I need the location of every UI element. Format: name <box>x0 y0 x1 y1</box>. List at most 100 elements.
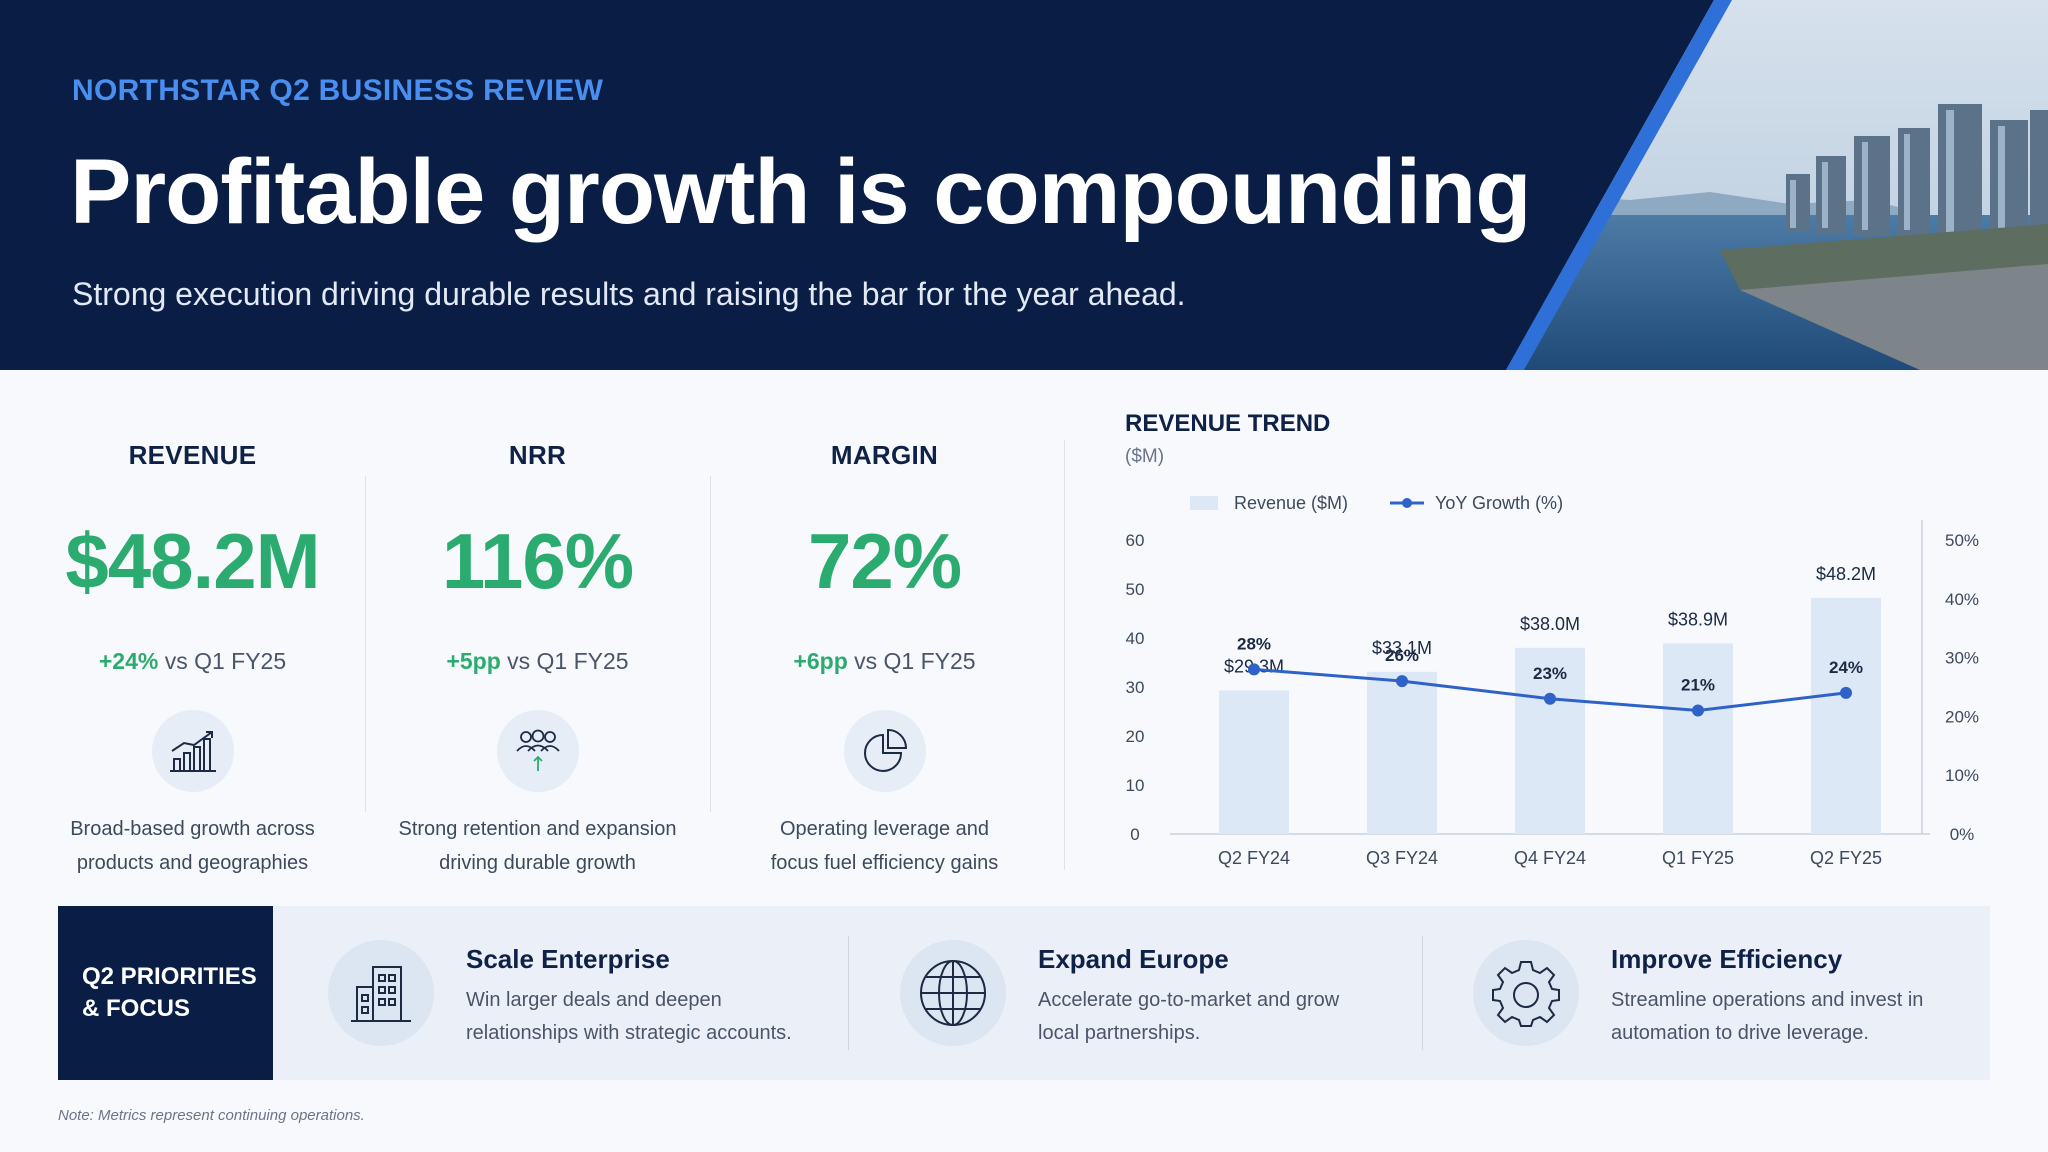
kpi-delta-suffix: vs Q1 FY25 <box>158 648 287 674</box>
x-tick-label: Q2 FY24 <box>1218 848 1290 868</box>
revenue-bar <box>1515 647 1585 834</box>
kpi-card-margin: MARGIN 72% +6pp vs Q1 FY25 Operating lev… <box>712 440 1057 880</box>
page-title: Profitable growth is compounding <box>70 141 1531 243</box>
kpi-label: NRR <box>508 440 567 470</box>
growth-data-label: 24% <box>1829 658 1863 677</box>
kpi-desc-line: Strong retention and expansion <box>398 818 677 840</box>
y-right-tick-label: 0% <box>1950 825 1975 844</box>
priority-improve-efficiency: Improve Efficiency Streamline operations… <box>1473 906 1973 1080</box>
priority-description: Win larger deals and deepen relationship… <box>466 989 792 1044</box>
priority-title: Improve Efficiency <box>1611 944 1843 974</box>
priority-description: Accelerate go-to-market and grow local p… <box>1038 989 1340 1044</box>
growth-point <box>1544 692 1556 705</box>
revenue-bar <box>1811 597 1881 834</box>
growth-point <box>1840 686 1852 699</box>
priorities-heading-block: Q2 PRIORITIES & FOCUS <box>58 906 273 1080</box>
kpi-value: 116% <box>441 517 634 605</box>
legend-revenue-swatch <box>1190 496 1218 510</box>
y-right-tick-label: 40% <box>1945 590 1979 609</box>
kpi-value: 72% <box>807 517 962 605</box>
kpi-delta-value: +6pp <box>793 648 848 674</box>
people-icon <box>496 710 579 792</box>
kpi-desc-line: Operating leverage and <box>779 818 990 840</box>
y-left-tick-label: 60 <box>1126 531 1145 550</box>
growth-point <box>1396 675 1408 688</box>
kpi-delta-suffix: vs Q1 FY25 <box>847 648 976 674</box>
priority-divider <box>1422 936 1423 1050</box>
kpi-label: REVENUE <box>128 440 257 470</box>
growth-point <box>1692 704 1704 717</box>
kpi-description: Strong retention and expansion driving du… <box>365 812 710 880</box>
priority-description: Streamline operations and invest in auto… <box>1611 989 1924 1044</box>
kpi-desc-line: Broad-based growth across <box>70 818 315 840</box>
priority-scale-enterprise: Scale Enterprise Win larger deals and de… <box>328 906 848 1080</box>
legend-growth-label: YoY Growth (%) <box>1435 493 1563 513</box>
revenue-trend-chart: Revenue ($M) YoY Growth (%) 0 10 20 30 40 50 60 0… <box>1126 493 1979 868</box>
globe-icon <box>900 940 1006 1046</box>
y-left-tick-label: 10 <box>1126 776 1145 795</box>
gear-icon <box>1473 940 1579 1046</box>
priorities-panel: Q2 PRIORITIES & FOCUS Scale Enterprise W… <box>58 906 1990 1080</box>
kpi-label: MARGIN <box>830 440 939 470</box>
pie-chart-icon <box>843 710 926 792</box>
x-tick-label: Q3 FY24 <box>1366 848 1438 868</box>
growth-data-label: 28% <box>1237 634 1271 653</box>
kpi-delta: +24% vs Q1 FY25 <box>20 648 365 678</box>
legend-growth-marker <box>1402 498 1412 508</box>
x-tick-label: Q4 FY24 <box>1514 848 1586 868</box>
kpi-desc-line: focus fuel efficiency gains <box>770 852 999 874</box>
kpi-delta: +6pp vs Q1 FY25 <box>712 648 1057 678</box>
growth-data-label: 21% <box>1681 676 1715 695</box>
header-banner: NORTHSTAR Q2 BUSINESS REVIEW Profitable … <box>0 0 2048 370</box>
page-subtitle: Strong execution driving durable results… <box>72 276 1186 312</box>
priority-title: Expand Europe <box>1038 944 1229 974</box>
priority-title: Scale Enterprise <box>466 944 670 974</box>
kpi-value: $48.2M <box>65 517 320 605</box>
chart-divider <box>1064 440 1065 870</box>
growth-point <box>1248 663 1260 676</box>
kpi-desc-line: driving durable growth <box>439 852 636 874</box>
legend-revenue-label: Revenue ($M) <box>1234 493 1348 513</box>
report-eyebrow: NORTHSTAR Q2 BUSINESS REVIEW <box>72 74 604 107</box>
chart-unit-label: ($M) <box>1125 446 1165 467</box>
y-right-tick-label: 50% <box>1945 531 1979 550</box>
growth-data-label: 26% <box>1385 646 1419 665</box>
kpi-description: Operating leverage and focus fuel efficie… <box>712 812 1057 880</box>
revenue-data-label: $38.9M <box>1668 609 1728 629</box>
kpi-desc-line: products and geographies <box>76 852 309 874</box>
y-left-tick-label: 30 <box>1126 678 1145 697</box>
revenue-data-label: $33.1M <box>1372 638 1432 658</box>
revenue-bar <box>1663 643 1733 834</box>
y-right-tick-label: 20% <box>1945 707 1979 726</box>
city-waterfront-photo <box>1506 0 2048 370</box>
footnote: Note: Metrics represent continuing opera… <box>58 1107 365 1124</box>
growth-data-label: 23% <box>1533 664 1567 683</box>
kpi-description: Broad-based growth across products and ge… <box>20 812 365 880</box>
y-left-tick-label: 50 <box>1126 580 1145 599</box>
kpi-delta: +5pp vs Q1 FY25 <box>365 648 710 678</box>
priority-divider <box>848 936 849 1050</box>
growth-chart-icon <box>151 710 234 792</box>
kpi-card-revenue: REVENUE $48.2M +24% vs Q1 FY25 Broad-bas… <box>20 440 365 880</box>
revenue-data-label: $48.2M <box>1816 564 1876 584</box>
y-right-tick-label: 30% <box>1945 649 1979 668</box>
x-tick-label: Q1 FY25 <box>1662 848 1734 868</box>
y-left-tick-label: 20 <box>1126 727 1145 746</box>
kpi-delta-suffix: vs Q1 FY25 <box>500 648 629 674</box>
kpi-delta-value: +5pp <box>446 648 501 674</box>
revenue-data-label: $38.0M <box>1520 614 1580 634</box>
priorities-heading: Q2 PRIORITIES & FOCUS <box>82 963 257 1022</box>
revenue-bar <box>1367 671 1437 834</box>
kpi-divider <box>365 476 366 812</box>
y-left-tick-label: 0 <box>1130 825 1139 844</box>
kpi-card-nrr: NRR 116% +5pp vs Q1 FY25 Strong retentio… <box>365 440 710 880</box>
building-icon <box>328 940 434 1046</box>
y-left-tick-label: 40 <box>1126 629 1145 648</box>
priority-expand-europe: Expand Europe Accelerate go-to-market an… <box>900 906 1420 1080</box>
x-tick-label: Q2 FY25 <box>1810 848 1882 868</box>
kpi-delta-value: +24% <box>98 648 159 674</box>
y-right-tick-label: 10% <box>1945 766 1979 785</box>
kpi-divider <box>710 476 711 812</box>
chart-title: REVENUE TREND <box>1125 410 1331 437</box>
revenue-bar <box>1219 690 1289 834</box>
